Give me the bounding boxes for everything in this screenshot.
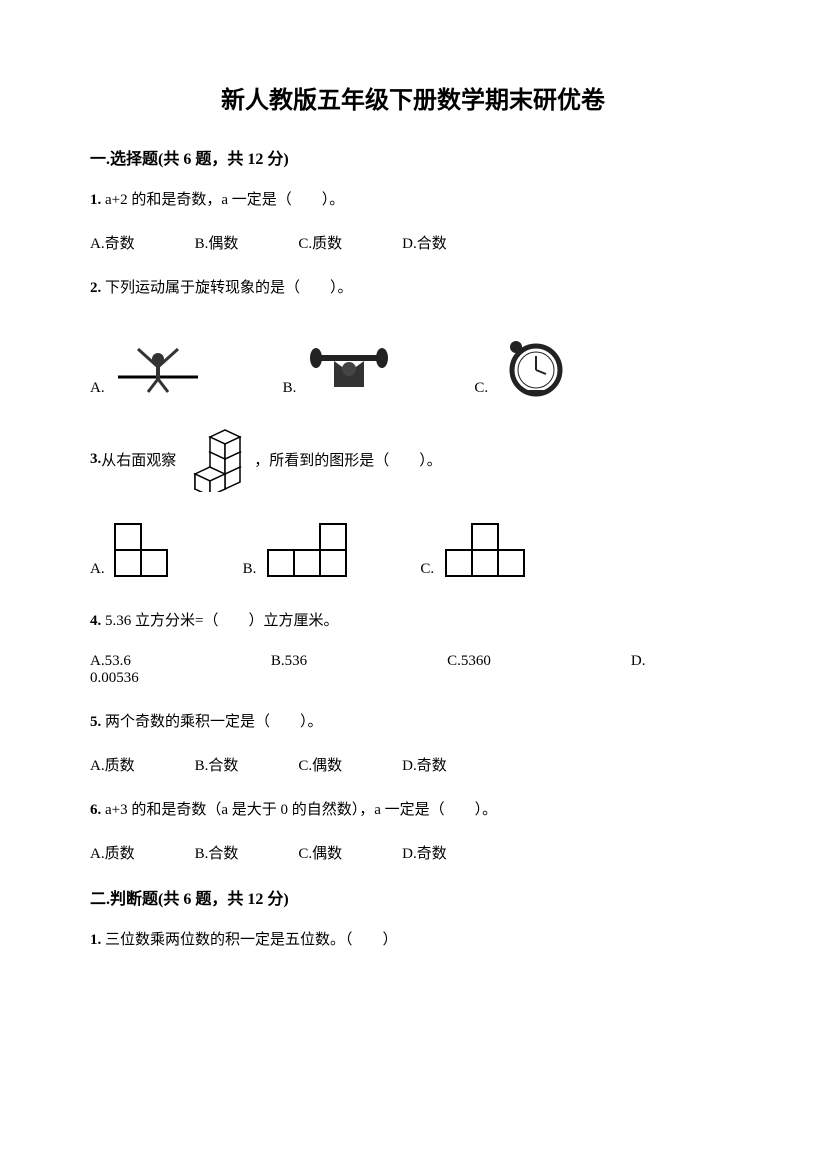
q2-opt-c: C. — [474, 332, 571, 397]
shape-a-icon — [113, 522, 173, 578]
s2-q1-num: 1. — [90, 932, 101, 948]
q2-opt-b-label: B. — [283, 380, 297, 397]
q6-num: 6. — [90, 802, 101, 818]
q6-text: a+3 的和是奇数（a 是大于 0 的自然数），a 一定是（ ）。 — [105, 802, 497, 818]
question-1: 1. a+2 的和是奇数，a 一定是（ ）。 — [90, 187, 736, 214]
q4-opt-b: B.536 — [271, 653, 307, 670]
q5-num: 5. — [90, 714, 101, 730]
q4-opt-a: A.53.6 — [90, 653, 131, 670]
q2-num: 2. — [90, 280, 101, 296]
q3-num: 3. — [90, 451, 101, 468]
q2-text: 下列运动属于旋转现象的是（ ）。 — [105, 280, 353, 296]
q4-opt-c: C.5360 — [447, 653, 491, 670]
clock-icon — [496, 332, 571, 397]
q5-opt-d: D.奇数 — [402, 754, 447, 775]
q5-opt-c: C.偶数 — [298, 754, 342, 775]
q4-opt-d: D. — [631, 653, 646, 670]
q2-opt-b: B. — [283, 337, 395, 397]
q5-opt-a: A.质数 — [90, 754, 135, 775]
q2-options: A. B. C. — [90, 332, 736, 397]
q4-opt-d2: 0.00536 — [90, 670, 736, 687]
q3-opt-b: B. — [243, 522, 351, 578]
q1-num: 1. — [90, 192, 101, 208]
q3-text-after: ，所看到的图形是（ ）。 — [254, 449, 442, 470]
q1-opt-a: A.奇数 — [90, 232, 135, 253]
q4-options: A.53.6 B.536 C.5360 D. 0.00536 — [90, 653, 736, 687]
question-2: 2. 下列运动属于旋转现象的是（ ）。 — [90, 275, 736, 302]
q3-options: A. B. C. — [90, 522, 736, 578]
q1-opt-c: C.质数 — [298, 232, 342, 253]
gymnast-icon — [113, 337, 203, 397]
q2-opt-a-label: A. — [90, 380, 105, 397]
question-4: 4. 5.36 立方分米=（ ）立方厘米。 — [90, 608, 736, 635]
page-title: 新人教版五年级下册数学期末研优卷 — [90, 80, 736, 115]
q1-opt-b: B.偶数 — [195, 232, 239, 253]
weightlifter-icon — [304, 337, 394, 397]
cube-stack-icon — [180, 427, 250, 492]
q3-opt-b-label: B. — [243, 561, 257, 578]
q4-text: 5.36 立方分米=（ ）立方厘米。 — [105, 613, 338, 629]
q1-text: a+2 的和是奇数，a 一定是（ ）。 — [105, 192, 344, 208]
s2-question-1: 1. 三位数乘两位数的积一定是五位数。（ ） — [90, 927, 736, 954]
q3-opt-a-label: A. — [90, 561, 105, 578]
q6-opt-c: C.偶数 — [298, 842, 342, 863]
q1-options: A.奇数 B.偶数 C.质数 D.合数 — [90, 232, 736, 253]
q2-opt-c-label: C. — [474, 380, 488, 397]
question-3: 3. 从右面观察 ，所看到的图形是（ ）。 — [90, 427, 736, 492]
q3-opt-c-label: C. — [420, 561, 434, 578]
q3-opt-a: A. — [90, 522, 173, 578]
q6-opt-b: B.合数 — [195, 842, 239, 863]
s2-q1-text: 三位数乘两位数的积一定是五位数。（ ） — [105, 932, 398, 948]
shape-c-icon — [442, 522, 528, 578]
q6-opt-d: D.奇数 — [402, 842, 447, 863]
q1-opt-d: D.合数 — [402, 232, 447, 253]
q4-num: 4. — [90, 613, 101, 629]
question-6: 6. a+3 的和是奇数（a 是大于 0 的自然数），a 一定是（ ）。 — [90, 797, 736, 824]
q5-opt-b: B.合数 — [195, 754, 239, 775]
q2-opt-a: A. — [90, 337, 203, 397]
section2-header: 二.判断题(共 6 题，共 12 分) — [90, 885, 736, 909]
q3-opt-c: C. — [420, 522, 528, 578]
shape-b-icon — [264, 522, 350, 578]
q5-text: 两个奇数的乘积一定是（ ）。 — [105, 714, 323, 730]
q5-options: A.质数 B.合数 C.偶数 D.奇数 — [90, 754, 736, 775]
q3-text-before: 从右面观察 — [101, 449, 176, 470]
q6-opt-a: A.质数 — [90, 842, 135, 863]
question-5: 5. 两个奇数的乘积一定是（ ）。 — [90, 709, 736, 736]
section1-header: 一.选择题(共 6 题，共 12 分) — [90, 145, 736, 169]
q6-options: A.质数 B.合数 C.偶数 D.奇数 — [90, 842, 736, 863]
